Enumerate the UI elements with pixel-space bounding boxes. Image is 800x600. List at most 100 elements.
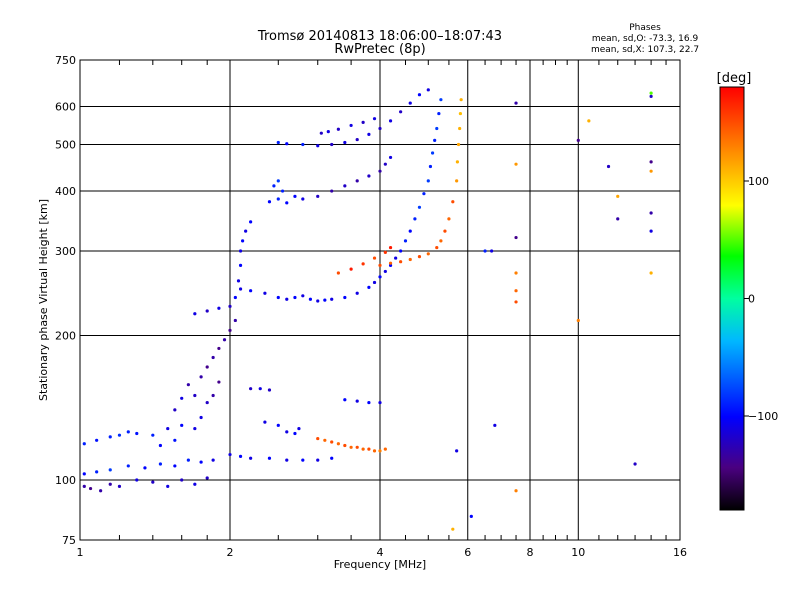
echo-point (378, 275, 382, 279)
echo-point (241, 239, 245, 243)
echo-point (439, 239, 443, 243)
echo-point (456, 142, 461, 147)
echo-point (514, 489, 518, 493)
echo-point (439, 98, 443, 102)
echo-point (616, 194, 620, 198)
echo-point (293, 431, 297, 436)
echo-point (330, 142, 334, 147)
colorbar-tick-label: 0 (748, 293, 755, 306)
echo-point (135, 431, 139, 436)
x-tick-labels: 1 2 4 6 8 10 16 (77, 546, 688, 559)
echo-point (399, 260, 403, 264)
echo-point (383, 250, 387, 255)
echo-point (244, 229, 248, 233)
echo-point (276, 197, 280, 201)
echo-point (222, 338, 227, 342)
x-tick-label: 6 (464, 546, 471, 559)
echo-point (343, 443, 347, 448)
echo-point (316, 194, 320, 198)
echo-point (236, 279, 241, 283)
echo-point (108, 482, 112, 486)
echo-point (193, 393, 197, 398)
phases-legend: Phases mean, sd,O: -73.3, 16.9 mean, sd,… (585, 23, 705, 56)
echo-point (426, 88, 430, 92)
echo-point (649, 211, 653, 215)
echo-point (649, 94, 653, 98)
plot-frame (79, 59, 681, 541)
echo-point (399, 110, 403, 114)
echo-point (285, 430, 289, 434)
echo-point (267, 388, 272, 392)
echo-point (205, 365, 209, 369)
echo-point (238, 249, 243, 253)
echo-point (422, 192, 426, 196)
echo-point (514, 101, 518, 105)
echo-point (649, 169, 653, 173)
echo-point (433, 138, 437, 142)
echo-point (199, 415, 203, 420)
echo-point (316, 299, 320, 303)
echo-point (455, 160, 460, 164)
colorbar-ticks: 100 0 −100 (744, 175, 778, 423)
colorbar-tick-label: −100 (748, 410, 778, 423)
echo-point (301, 197, 305, 201)
echo-point (263, 420, 267, 424)
x-tick-label: 2 (227, 546, 234, 559)
echo-point (211, 393, 215, 398)
y-tick-label: 400 (55, 185, 76, 198)
echo-point (158, 443, 163, 448)
scatter-points (82, 88, 653, 531)
axis-ticks (118, 60, 667, 540)
echo-point (343, 398, 347, 402)
echo-point (430, 151, 435, 155)
echo-point (343, 140, 347, 145)
echo-point (388, 119, 393, 123)
grid-lines (80, 60, 680, 540)
echo-point (199, 460, 203, 464)
echo-point (249, 289, 253, 293)
echo-point (205, 309, 209, 313)
echo-point (228, 452, 232, 457)
echo-point (117, 433, 122, 437)
echo-point (417, 255, 422, 259)
echo-point (649, 229, 653, 233)
echo-point (272, 184, 276, 188)
echo-point (451, 527, 455, 531)
x-tick-label: 8 (527, 546, 534, 559)
echo-point (330, 189, 334, 193)
echo-point (435, 126, 439, 131)
echo-point (166, 426, 170, 431)
echo-point (205, 400, 209, 405)
echo-point (355, 179, 359, 183)
echo-point (249, 220, 253, 224)
echo-point (135, 478, 139, 482)
y-tick-label: 100 (55, 474, 76, 487)
echo-point (408, 101, 412, 105)
echo-point (378, 169, 382, 173)
echo-point (349, 267, 353, 271)
echo-point (301, 294, 305, 298)
echo-point (587, 119, 591, 123)
echo-point (378, 126, 382, 131)
echo-point (173, 464, 177, 468)
x-tick-label: 16 (673, 546, 687, 559)
echo-point (228, 304, 232, 309)
echo-point (336, 442, 340, 446)
echo-point (343, 295, 347, 300)
echo-point (263, 291, 267, 295)
echo-point (426, 252, 430, 256)
echo-point (323, 298, 327, 302)
y-tick-labels: 75 100 200 300 400 500 600 750 (55, 54, 76, 547)
echo-point (238, 263, 243, 267)
y-tick-label: 75 (62, 534, 76, 547)
echo-point (173, 408, 177, 412)
echo-point (378, 400, 382, 405)
echo-point (249, 387, 253, 391)
echo-point (343, 184, 347, 188)
echo-point (408, 229, 412, 233)
echo-point (426, 179, 430, 183)
echo-point (330, 456, 334, 460)
echo-point (367, 285, 371, 289)
echo-point (372, 280, 377, 285)
echo-point (276, 179, 280, 183)
